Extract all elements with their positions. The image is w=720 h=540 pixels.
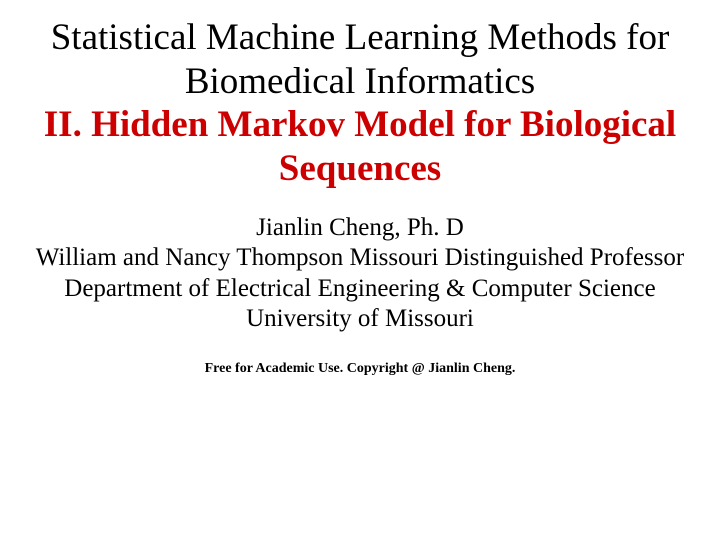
author-university: University of Missouri bbox=[10, 304, 710, 335]
title-line2: II. Hidden Markov Model for Biological S… bbox=[10, 103, 710, 190]
author-department: Department of Electrical Engineering & C… bbox=[10, 274, 710, 305]
author-name: Jianlin Cheng, Ph. D bbox=[10, 213, 710, 244]
title-line1: Statistical Machine Learning Methods for… bbox=[10, 16, 710, 103]
author-block: Jianlin Cheng, Ph. D William and Nancy T… bbox=[10, 213, 710, 335]
author-position: William and Nancy Thompson Missouri Dist… bbox=[10, 243, 710, 274]
footer-text: Free for Academic Use. Copyright @ Jianl… bbox=[10, 361, 710, 377]
slide: Statistical Machine Learning Methods for… bbox=[0, 0, 720, 540]
